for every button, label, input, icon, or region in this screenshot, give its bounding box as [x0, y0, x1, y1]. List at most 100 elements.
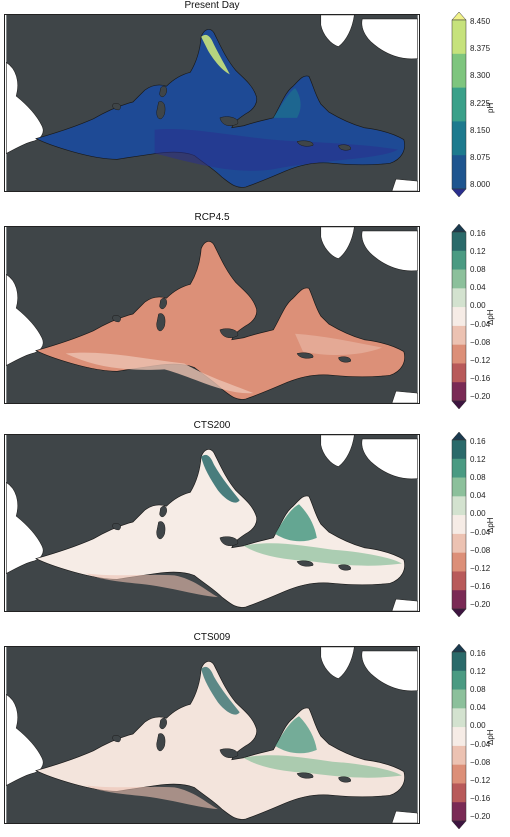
colorbar-extend-top — [451, 11, 467, 21]
colorbar-extend-top — [451, 431, 467, 441]
deep-decline-field — [65, 352, 254, 394]
island — [156, 101, 166, 120]
colorbar-segment — [452, 689, 466, 709]
colorbar-extend-top — [451, 643, 467, 653]
colorbar-label: ΔpH — [486, 308, 495, 325]
outside-region — [6, 693, 44, 786]
colorbar-tick-label: −0.12 — [470, 775, 491, 785]
adriatic-increase-field — [201, 454, 240, 503]
colorbar-segment — [452, 382, 466, 402]
island — [112, 103, 121, 111]
island — [112, 315, 121, 323]
eastern-increase-field — [243, 543, 402, 566]
colorbar — [451, 643, 467, 830]
colorbar-segment — [452, 533, 466, 553]
mediterranean-map — [6, 15, 418, 191]
colorbar-tick-label: 0.04 — [470, 491, 486, 501]
aegean-field — [273, 88, 301, 118]
adriatic-high-ph — [201, 34, 230, 75]
colorbar-tick-label: 8.450 — [470, 17, 491, 26]
outside-region — [6, 61, 44, 154]
island — [159, 717, 167, 730]
colorbar-extend-bottom — [451, 608, 467, 618]
levantine-field — [295, 333, 383, 356]
colorbar-segment — [452, 440, 466, 460]
outside-region — [391, 810, 418, 823]
island — [159, 85, 167, 98]
colorbar-tick-label: −0.16 — [470, 373, 491, 383]
outside-region — [391, 598, 418, 611]
colorbar-segment — [452, 20, 466, 55]
colorbar-tick-label: 0.00 — [470, 721, 486, 731]
colorbar-segment — [452, 269, 466, 289]
colorbar-tick-label: 8.075 — [470, 152, 491, 162]
colorbar-tick-label: 8.300 — [470, 71, 491, 81]
colorbar-tick-label: −0.08 — [470, 757, 491, 767]
colorbar-tick-label: 0.04 — [470, 703, 486, 713]
outside-region — [391, 178, 418, 191]
colorbar-tick-label: 8.150 — [470, 125, 491, 135]
eastern-increase-field — [243, 755, 402, 778]
colorbar-tick-label: −0.20 — [470, 600, 491, 609]
colorbar-segment — [452, 250, 466, 270]
colorbar-segment — [452, 652, 466, 672]
colorbar-segment — [452, 87, 466, 122]
colorbar-tick-label: 0.04 — [470, 283, 486, 293]
mediterranean-map — [6, 227, 418, 403]
colorbar-segment — [452, 571, 466, 591]
colorbar-tick-label: 0.08 — [470, 685, 486, 695]
colorbar-tick-label: 8.000 — [470, 180, 491, 189]
colorbar-segment — [452, 307, 466, 327]
island — [296, 140, 314, 147]
outside-region — [6, 481, 44, 574]
colorbar-tick-label: −0.04 — [470, 319, 491, 329]
colorbar-segment — [452, 477, 466, 497]
island — [219, 328, 239, 338]
colorbar-tick-label: −0.16 — [470, 581, 491, 591]
colorbar-extend-bottom — [451, 820, 467, 830]
colorbar-tick-label: 8.225 — [470, 98, 491, 108]
panel-title: CTS200 — [193, 420, 231, 431]
colorbar-tick-label: −0.08 — [470, 545, 491, 555]
panel-title: Present Day — [184, 0, 240, 11]
colorbar-segment — [452, 363, 466, 383]
southern-decline-field — [85, 785, 218, 810]
aegean-increase-field — [275, 504, 317, 542]
island — [338, 144, 351, 151]
outside-region — [6, 273, 44, 366]
colorbar-label: pH — [486, 102, 495, 113]
mediterranean-map — [6, 435, 418, 611]
island — [296, 772, 314, 779]
colorbar-tick-label: 0.16 — [470, 229, 486, 238]
colorbar-tick-label: 0.00 — [470, 509, 486, 519]
map-area — [4, 646, 420, 824]
outside-region — [320, 15, 355, 47]
colorbar-segment — [452, 458, 466, 478]
colorbar-tick-label: −0.16 — [470, 793, 491, 803]
island — [338, 776, 351, 783]
colorbar-segment — [452, 590, 466, 610]
colorbar — [451, 431, 467, 618]
outside-region — [391, 390, 418, 403]
colorbar-segment — [452, 783, 466, 803]
colorbar-tick-label: −0.12 — [470, 563, 491, 573]
island — [159, 297, 167, 310]
southern-decline-field — [85, 573, 218, 598]
panel-title: RCP4.5 — [194, 212, 230, 223]
outside-region — [320, 647, 355, 679]
colorbar-tick-label: −0.20 — [470, 392, 491, 401]
colorbar-segment — [452, 325, 466, 345]
colorbar-tick-label: 0.12 — [470, 455, 486, 465]
map-panel: RCP4.5 0.16 0.12 0.08 0.04 0.00 −0.04 −0.08 −0.1… — [0, 212, 510, 417]
aegean-increase-field — [275, 716, 317, 754]
outside-region — [361, 650, 418, 692]
island — [219, 536, 239, 546]
map-panel: CTS009 0.16 0.12 0.08 0.04 0.00 −0.04 −0.08 −0.1… — [0, 632, 510, 837]
colorbar-segment — [452, 155, 466, 190]
island — [338, 356, 351, 363]
outside-region — [361, 438, 418, 480]
colorbar — [451, 223, 467, 410]
colorbar-tick-label: −0.04 — [470, 527, 491, 537]
island — [156, 521, 166, 540]
colorbar-tick-label: −0.20 — [470, 812, 491, 821]
